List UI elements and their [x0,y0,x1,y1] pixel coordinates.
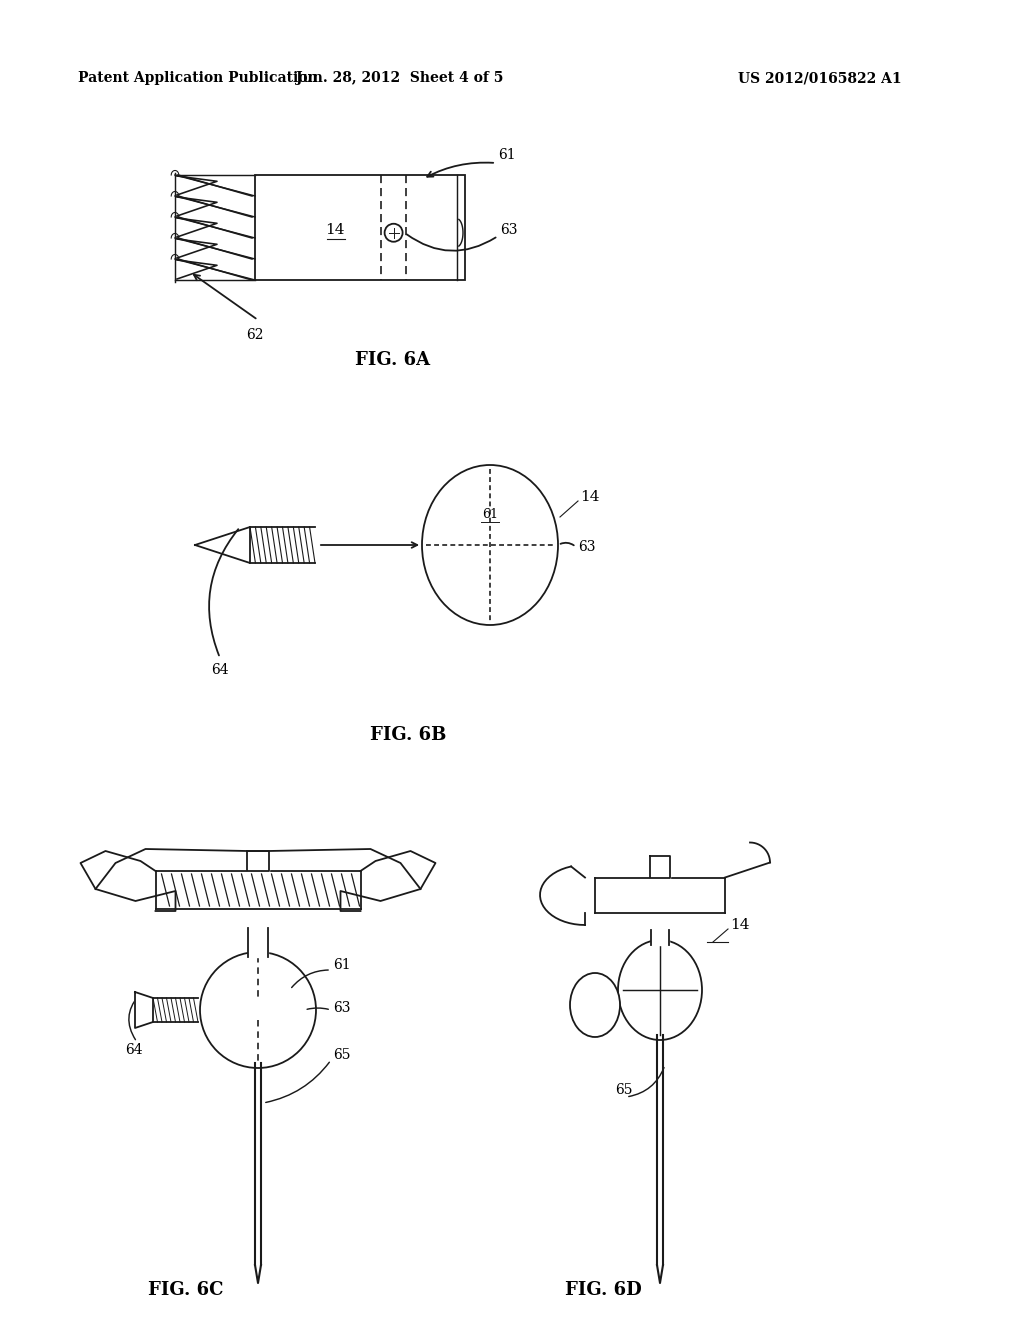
Text: 14: 14 [580,490,599,504]
Text: 62: 62 [246,327,264,342]
Text: 65: 65 [333,1048,350,1063]
Text: US 2012/0165822 A1: US 2012/0165822 A1 [738,71,902,84]
Ellipse shape [618,940,702,1040]
Polygon shape [156,871,360,909]
Text: 65: 65 [615,1082,633,1097]
Text: 61: 61 [333,958,350,972]
Text: 64: 64 [211,663,228,677]
Text: 64: 64 [125,1043,142,1057]
Text: 61: 61 [498,148,516,162]
Circle shape [385,224,402,242]
Circle shape [200,952,316,1068]
Polygon shape [248,928,268,957]
Bar [255,176,465,280]
Text: FIG. 6B: FIG. 6B [370,726,446,744]
Text: 14: 14 [326,223,345,236]
Text: 63: 63 [578,540,596,554]
Text: Patent Application Publication: Patent Application Publication [78,71,317,84]
Text: Jun. 28, 2012  Sheet 4 of 5: Jun. 28, 2012 Sheet 4 of 5 [296,71,504,84]
Polygon shape [651,931,669,945]
Polygon shape [247,851,269,871]
Ellipse shape [422,465,558,624]
Polygon shape [195,527,250,564]
Polygon shape [135,993,153,1028]
Polygon shape [650,855,670,878]
Text: 63: 63 [333,1001,350,1015]
Polygon shape [595,878,725,912]
Text: FIG. 6C: FIG. 6C [148,1280,223,1299]
Text: 61: 61 [482,508,498,521]
Text: FIG. 6D: FIG. 6D [565,1280,642,1299]
Text: 63: 63 [500,223,517,238]
Text: FIG. 6A: FIG. 6A [355,351,430,370]
Text: 14: 14 [730,917,750,932]
Ellipse shape [570,973,620,1038]
